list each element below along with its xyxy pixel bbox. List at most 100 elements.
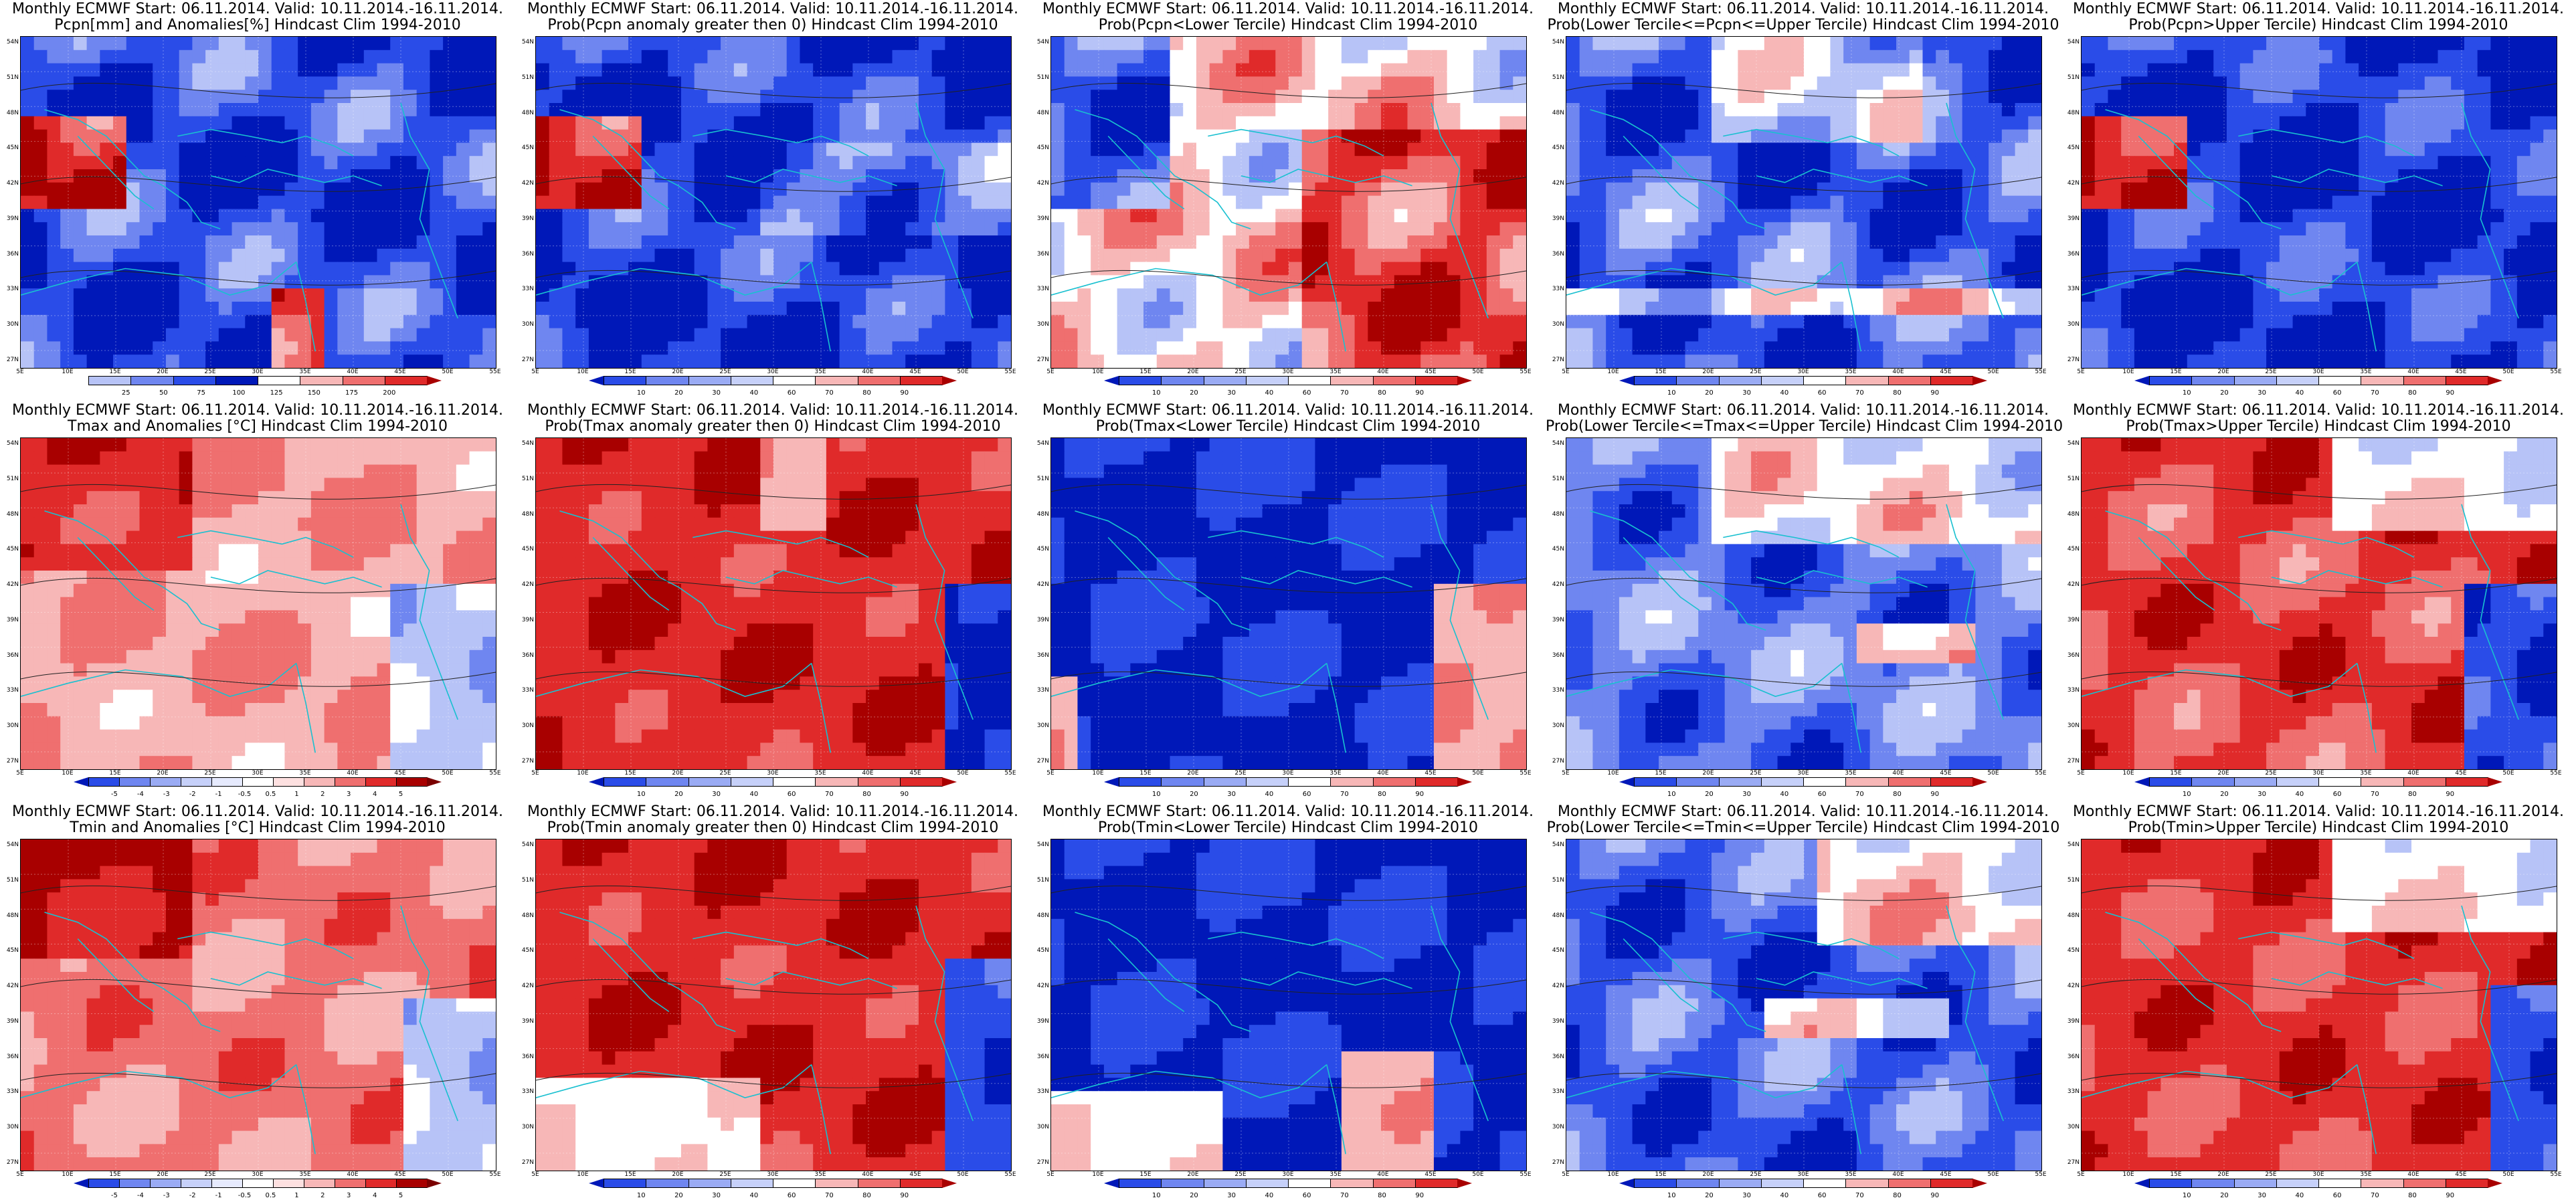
field-cell <box>1817 302 1831 316</box>
field-cell <box>1922 195 1936 209</box>
field-cell <box>931 248 945 263</box>
panel-title-line1: Monthly ECMWF Start: 06.11.2014. Valid: … <box>11 1 504 17</box>
field-cell <box>760 37 774 51</box>
field-cell <box>2464 156 2478 170</box>
field-cell <box>60 103 74 117</box>
field-cell <box>1777 222 1791 236</box>
field-cell <box>1671 90 1686 104</box>
lat-label: 48N <box>2067 109 2080 116</box>
field-cell <box>641 248 656 263</box>
field-cell <box>113 328 127 342</box>
field-cell <box>2094 328 2109 342</box>
field-cell <box>139 341 153 355</box>
field-cell <box>2504 37 2518 51</box>
field-cell <box>1606 209 1620 223</box>
field-cell <box>1738 142 1752 157</box>
field-cell <box>1659 76 1673 90</box>
field-cell <box>998 76 1011 90</box>
field-cell <box>60 288 74 302</box>
field-cell <box>1341 37 1356 51</box>
field-cell <box>258 76 272 90</box>
field-cell <box>2253 37 2267 51</box>
field-cell <box>575 142 589 157</box>
field-cell <box>126 116 141 130</box>
field-cell <box>1289 302 1303 316</box>
field-cell <box>1289 288 1303 302</box>
field-cell <box>165 262 180 276</box>
field-cell <box>2200 156 2214 170</box>
field-cell <box>2108 275 2122 289</box>
field-cell <box>2371 288 2386 302</box>
field-cell <box>2504 288 2518 302</box>
field-cell <box>2015 116 2029 130</box>
field-cell <box>21 182 35 197</box>
field-cell <box>2490 63 2504 77</box>
field-cell <box>1711 169 1726 183</box>
field-cell <box>1869 103 1883 117</box>
field-cell <box>1368 314 1382 329</box>
field-cell <box>2398 222 2412 236</box>
field-cell <box>628 90 642 104</box>
lon-label: 10E <box>1607 369 1619 375</box>
field-cell <box>21 209 35 223</box>
field-cell <box>73 314 88 329</box>
field-cell <box>416 116 430 130</box>
field-cell <box>760 63 774 77</box>
field-cell <box>826 49 840 64</box>
field-cell <box>1170 116 1184 130</box>
field-cell <box>1843 90 1857 104</box>
field-cell <box>443 90 457 104</box>
field-cell <box>1236 90 1250 104</box>
field-cell <box>1869 209 1883 223</box>
field-cell <box>628 129 642 143</box>
field-cell <box>153 302 167 316</box>
field-cell <box>403 262 418 276</box>
field-cell <box>1486 209 1501 223</box>
field-cell <box>2530 63 2544 77</box>
field-cell <box>1566 182 1580 197</box>
field-cell <box>2213 63 2227 77</box>
field-cell <box>482 90 496 104</box>
field-cell <box>1843 103 1857 117</box>
field-cell <box>86 116 100 130</box>
field-cell <box>2543 76 2557 90</box>
field-cell <box>1566 355 1580 368</box>
field-cell <box>2437 314 2452 329</box>
field-cell <box>892 302 906 316</box>
field-cell <box>1407 156 1421 170</box>
field-cell <box>1817 76 1831 90</box>
field-cell <box>1711 288 1726 302</box>
field-cell <box>852 116 866 130</box>
field-cell <box>2490 142 2504 157</box>
field-cell <box>2174 328 2188 342</box>
field-cell <box>1896 222 1910 236</box>
field-cell <box>1301 37 1316 51</box>
field-cell <box>2371 49 2386 64</box>
field-cell <box>1354 302 1368 316</box>
colorbar-high-arrow <box>1457 376 1472 385</box>
field-cell <box>482 195 496 209</box>
field-cell <box>1354 314 1368 329</box>
field-cell <box>100 103 114 117</box>
field-cell <box>2239 288 2253 302</box>
field-cell <box>1711 275 1726 289</box>
field-cell <box>760 302 774 316</box>
field-cell <box>2398 341 2412 355</box>
field-cell <box>2477 235 2491 249</box>
field-cell <box>2345 156 2359 170</box>
field-cell <box>668 182 682 197</box>
colorbar-label: 200 <box>383 389 396 397</box>
field-cell <box>310 76 325 90</box>
field-cell <box>2094 288 2109 302</box>
field-cell <box>747 116 761 130</box>
field-cell <box>1486 328 1501 342</box>
field-cell <box>1592 90 1606 104</box>
field-cell <box>2385 288 2399 302</box>
field-cell <box>1632 129 1646 143</box>
field-cell <box>1289 341 1303 355</box>
field-cell <box>2187 195 2201 209</box>
field-cell <box>1499 195 1513 209</box>
field-cell <box>1671 142 1686 157</box>
field-cell <box>562 288 576 302</box>
field-cell <box>298 235 312 249</box>
